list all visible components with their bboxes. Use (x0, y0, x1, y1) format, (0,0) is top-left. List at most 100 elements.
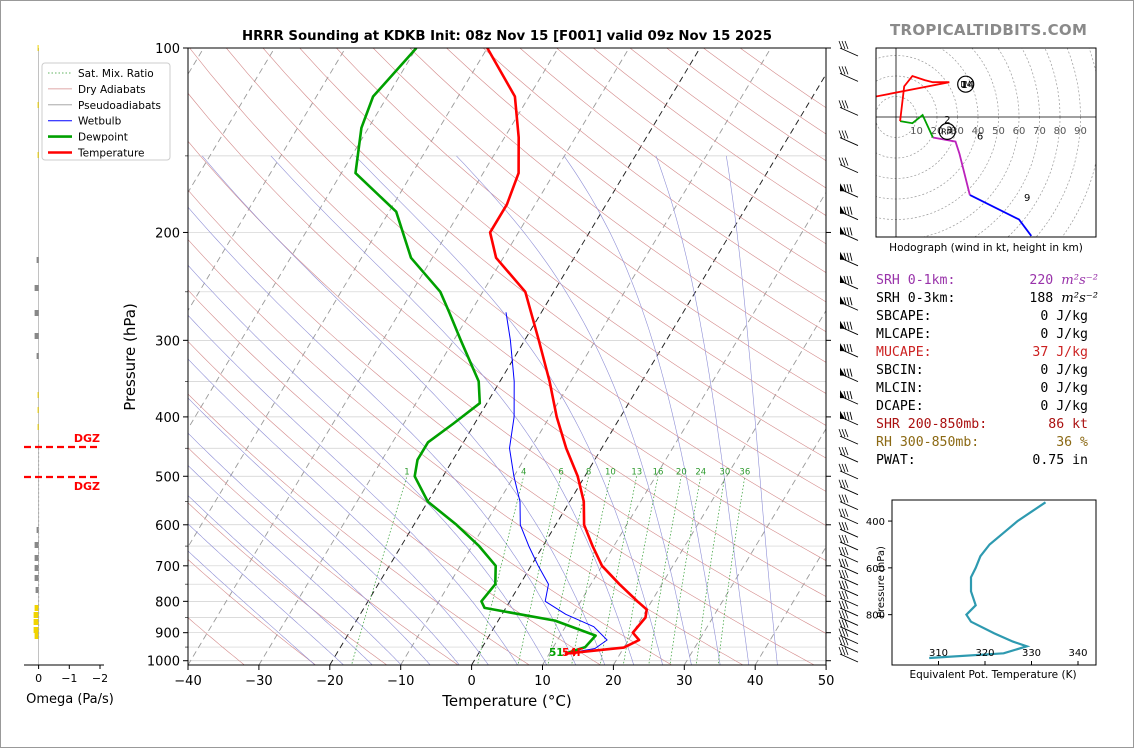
dry-adiabat (483, 48, 826, 303)
hodograph-height-label: 9 (1024, 193, 1030, 204)
right-mover-marker (938, 122, 956, 140)
wind-barb (838, 610, 859, 626)
theta-e-x-tick-label: 320 (975, 648, 994, 659)
wind-barb (838, 463, 859, 480)
stat-row: SBCAPE: 0 J/kg (876, 308, 1106, 326)
hodograph-segment (899, 113, 934, 138)
wind-barb (838, 534, 859, 551)
mixing-ratio-label: 10 (605, 467, 616, 477)
stat-row: MLCIN: 0 J/kg (876, 380, 1106, 398)
mixing-ratio-line (477, 476, 525, 665)
stat-value: 0 J/kg (1040, 309, 1088, 324)
omega-bar (37, 152, 39, 158)
x-tick-label: −30 (245, 674, 272, 689)
pseudoadiabat (201, 155, 606, 665)
stat-unit: m²s⁻² (1061, 291, 1098, 306)
x-tick-label: 50 (818, 674, 835, 689)
wind-barb (838, 558, 859, 575)
wind-barb (839, 183, 859, 198)
theta-e-frame (891, 499, 1097, 666)
stat-row: RH 300-850mb: 36 % (876, 434, 1106, 452)
chart-title: HRRR Sounding at KDKB Init: 08z Nov 15 [… (242, 29, 772, 44)
dry-adiabat (188, 559, 317, 665)
stat-label: MLCAPE: (876, 327, 932, 342)
theta-e-x-tick-label: 310 (929, 648, 948, 659)
isotherm (541, 191, 826, 665)
hodograph-segment (969, 194, 1033, 237)
legend: Sat. Mix. Ratio Dry Adiabats Pseudoadiabat… (41, 62, 171, 161)
wind-barb (838, 100, 859, 116)
surface-dewpoint-label: 51 (549, 647, 564, 659)
wind-barb (838, 40, 859, 57)
legend-entry: Dry Adiabats (78, 84, 146, 96)
wind-barb (838, 600, 859, 617)
theta-e-y-tick-label: 400 (866, 517, 885, 528)
omega-bar (34, 605, 39, 611)
omega-bar (37, 407, 39, 413)
y-tick-label: 100 (155, 42, 180, 57)
omega-tick-label: 0 (35, 672, 42, 685)
wind-barb (838, 428, 859, 445)
hodograph-segment (876, 74, 950, 122)
hodograph-ring-label: 80 (1054, 126, 1067, 137)
theta-e-y-tick-label: 600 (866, 564, 885, 575)
wind-barb (838, 130, 859, 146)
wind-barb (839, 274, 859, 290)
wind-barbs (838, 40, 859, 663)
omega-bar (34, 542, 39, 548)
dry-adiabat (226, 48, 826, 526)
wind-barb (838, 547, 859, 563)
dry-adiabat (188, 189, 815, 665)
dry-adiabat (188, 92, 826, 597)
left-mover-label: LM (960, 80, 971, 89)
legend-entry: Wetbulb (78, 116, 122, 128)
isotherm (400, 48, 772, 665)
y-tick-label: 500 (155, 470, 180, 485)
omega-bar (34, 285, 39, 291)
stat-value: 0.75 in (1032, 453, 1088, 468)
stat-label: RH 300-850mb: (876, 435, 980, 450)
theta-e-line (929, 501, 1047, 660)
mixing-ratio-line (648, 476, 682, 665)
hodograph-ring-label: 50 (992, 126, 1005, 137)
hodograph-height-label: 3 (946, 125, 952, 136)
omega-bar (36, 527, 39, 533)
wind-barb (838, 569, 859, 586)
stat-value: 0 J/kg (1040, 363, 1088, 378)
isotherm (683, 427, 826, 665)
x-axis-label: Temperature (°C) (441, 692, 571, 710)
omega-bar (37, 424, 39, 430)
omega-panel: 0 −1 −2 DGZ DGZ (24, 45, 108, 685)
wind-barb (838, 494, 859, 511)
stat-unit: m²s⁻² (1061, 273, 1098, 288)
dry-adiabat (446, 48, 826, 333)
isotherm (188, 48, 559, 665)
theta-e-x-tick-label: 340 (1068, 648, 1087, 659)
legend-entry: Sat. Mix. Ratio (78, 68, 154, 80)
wind-barb (838, 637, 859, 653)
pseudoadiabat (188, 358, 489, 665)
y-tick-label: 400 (155, 411, 180, 426)
mixing-ratio-label: 13 (631, 467, 642, 477)
y-tick-label: 300 (155, 334, 180, 349)
wind-barb (839, 390, 859, 405)
dry-adiabat (188, 393, 530, 665)
isotherm (188, 48, 488, 548)
pseudoadiabat (354, 155, 663, 665)
stat-row: PWAT: 0.75 in (876, 452, 1106, 470)
dry-adiabat (188, 140, 826, 634)
wind-barb (839, 226, 859, 241)
x-tick-label: 10 (534, 674, 551, 689)
mixing-ratio-line (517, 476, 562, 665)
dry-adiabat (299, 48, 826, 459)
x-tick-label: 30 (676, 674, 693, 689)
isotherm (188, 48, 417, 430)
hodograph-ring-label: 20 (931, 126, 944, 137)
stat-value: 188 m²s⁻² (1029, 291, 1098, 306)
x-tick-label: −40 (174, 674, 201, 689)
right-mover-label: RM (941, 127, 953, 136)
stat-row: MLCAPE: 0 J/kg (876, 326, 1106, 344)
wind-barb (839, 205, 859, 221)
hodograph-caption: Hodograph (wind in kt, height in km) (889, 242, 1083, 254)
omega-bar (36, 257, 39, 263)
